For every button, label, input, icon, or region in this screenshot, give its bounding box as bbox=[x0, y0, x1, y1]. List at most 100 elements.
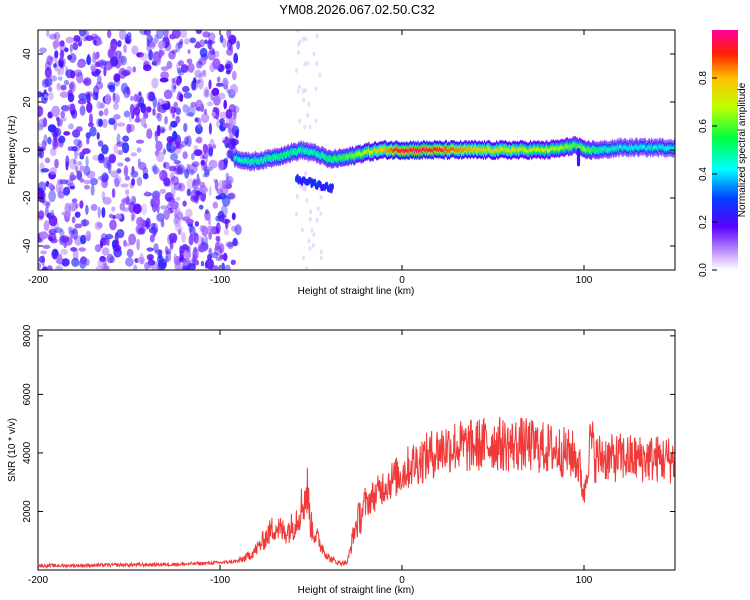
noise-blob bbox=[116, 122, 126, 127]
noise-blob bbox=[207, 253, 212, 261]
noise-blob bbox=[83, 165, 91, 176]
noise-blob bbox=[315, 61, 319, 67]
noise-blob bbox=[59, 229, 65, 237]
noise-blob bbox=[179, 30, 187, 39]
noise-blob bbox=[308, 245, 312, 251]
noise-blob bbox=[44, 67, 52, 79]
noise-blob bbox=[221, 37, 227, 48]
noise-blob bbox=[79, 178, 85, 183]
noise-blob bbox=[303, 61, 307, 67]
noise-blob bbox=[40, 250, 47, 255]
noise-blob bbox=[95, 265, 105, 270]
noise-blob bbox=[226, 30, 232, 40]
noise-blob bbox=[234, 224, 242, 236]
noise-blob bbox=[200, 159, 205, 166]
noise-blob bbox=[80, 234, 87, 245]
noise-blob bbox=[220, 204, 228, 217]
noise-blob bbox=[77, 140, 83, 149]
snr-y-tick-label: 2000 bbox=[22, 500, 33, 523]
noise-blob bbox=[195, 30, 203, 35]
noise-blob bbox=[58, 137, 64, 148]
noise-blob bbox=[157, 112, 162, 122]
noise-blob bbox=[38, 145, 43, 157]
noise-blob bbox=[44, 93, 48, 99]
snr-x-axis-label: Height of straight line (km) bbox=[298, 585, 415, 596]
noise-blob bbox=[146, 128, 153, 139]
noise-blob bbox=[128, 111, 133, 123]
noise-blob bbox=[175, 166, 184, 175]
noise-blob bbox=[308, 124, 312, 130]
noise-blob bbox=[307, 101, 311, 107]
noise-blob bbox=[228, 123, 233, 128]
noise-blob bbox=[146, 44, 151, 52]
noise-blob bbox=[163, 89, 173, 100]
noise-blob bbox=[52, 40, 61, 48]
noise-blob bbox=[157, 40, 166, 49]
noise-blob bbox=[170, 120, 178, 128]
noise-blob bbox=[215, 235, 221, 242]
noise-blob bbox=[101, 207, 106, 218]
noise-blob bbox=[90, 203, 98, 212]
noise-blob bbox=[71, 198, 78, 203]
noise-blob bbox=[94, 69, 102, 74]
noise-blob bbox=[137, 161, 147, 171]
noise-blob bbox=[96, 132, 100, 140]
noise-blob bbox=[63, 186, 71, 196]
noise-blob bbox=[176, 164, 186, 175]
noise-blob bbox=[217, 210, 225, 222]
noise-blob bbox=[89, 113, 93, 125]
noise-blob bbox=[222, 252, 228, 262]
noise-blob bbox=[295, 193, 299, 199]
colorbar-tick-label: 0.6 bbox=[698, 119, 709, 133]
noise-blob bbox=[60, 49, 65, 59]
noise-blob bbox=[221, 262, 225, 270]
noise-blob bbox=[67, 182, 75, 189]
noise-blob bbox=[186, 178, 195, 190]
noise-blob bbox=[134, 117, 142, 123]
noise-blob bbox=[219, 111, 228, 120]
noise-blob bbox=[108, 213, 114, 219]
noise-blob bbox=[166, 60, 173, 70]
noise-blob bbox=[223, 99, 227, 110]
noise-blob bbox=[202, 31, 211, 38]
noise-blob bbox=[90, 65, 97, 72]
noise-blob bbox=[310, 227, 314, 233]
noise-blob bbox=[46, 55, 54, 66]
noise-blob bbox=[55, 116, 60, 121]
noise-blob bbox=[169, 106, 175, 115]
noise-blob bbox=[160, 71, 170, 80]
colorbar-tick-label: 0.8 bbox=[698, 71, 709, 85]
noise-blob bbox=[113, 143, 119, 154]
noise-blob bbox=[222, 122, 230, 128]
noise-blob bbox=[233, 52, 239, 64]
noise-blob bbox=[99, 255, 106, 263]
noise-blob bbox=[199, 47, 208, 58]
noise-blob bbox=[200, 260, 205, 267]
noise-blob bbox=[108, 84, 116, 93]
noise-blob bbox=[89, 126, 97, 137]
noise-blob bbox=[295, 211, 299, 217]
noise-blob bbox=[176, 67, 182, 74]
noise-blob bbox=[304, 36, 308, 42]
noise-blob bbox=[65, 179, 74, 186]
noise-blob bbox=[69, 44, 73, 53]
noise-blob bbox=[82, 218, 87, 227]
noise-blob bbox=[85, 155, 89, 167]
noise-blob bbox=[136, 256, 146, 264]
noise-blob bbox=[171, 78, 176, 83]
noise-blob bbox=[314, 86, 318, 92]
noise-blob bbox=[230, 36, 236, 45]
noise-blob bbox=[158, 49, 163, 59]
noise-blob bbox=[88, 122, 94, 128]
noise-blob bbox=[156, 30, 164, 39]
noise-blob bbox=[216, 188, 223, 195]
noise-blob bbox=[311, 243, 315, 249]
noise-blob bbox=[146, 34, 153, 43]
noise-blob bbox=[208, 248, 212, 255]
noise-blob bbox=[75, 202, 79, 209]
noise-blob bbox=[47, 136, 52, 145]
noise-blob bbox=[132, 66, 136, 73]
noise-blob bbox=[129, 103, 135, 115]
noise-blob bbox=[116, 133, 121, 145]
